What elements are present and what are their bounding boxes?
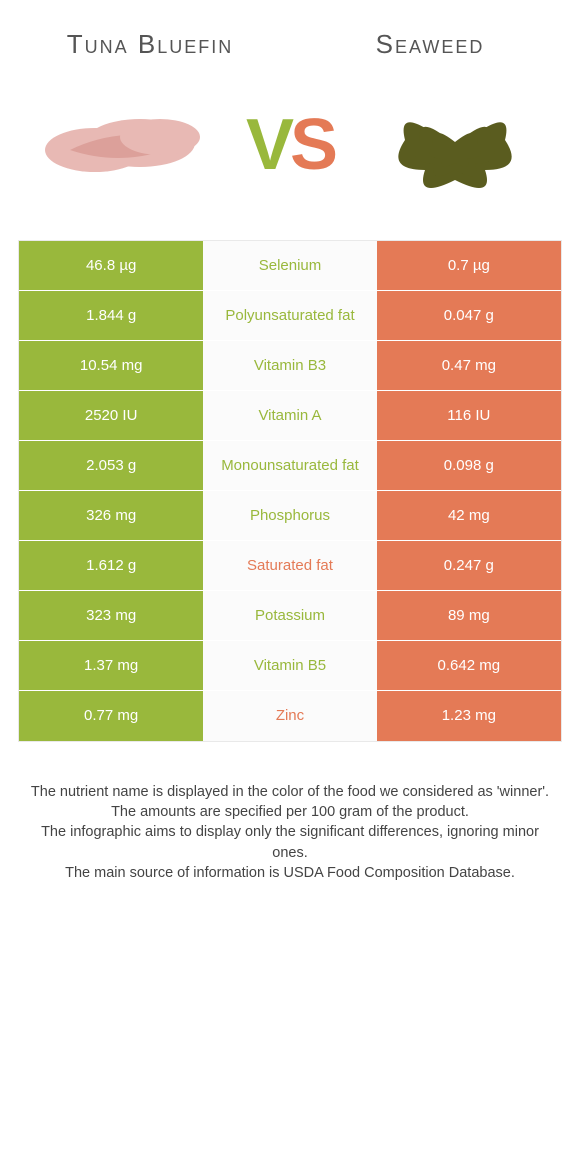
nutrient-name: Saturated fat (203, 541, 376, 590)
footer-line: The main source of information is USDA F… (28, 863, 552, 883)
header: Tuna Bluefin Seaweed (0, 0, 580, 70)
nutrient-row: 46.8 µgSelenium0.7 µg (19, 241, 561, 291)
nutrient-value-left: 1.612 g (19, 541, 203, 590)
nutrient-value-right: 0.7 µg (377, 241, 561, 290)
nutrient-value-left: 1.844 g (19, 291, 203, 340)
nutrient-value-right: 0.47 mg (377, 341, 561, 390)
nutrient-row: 1.37 mgVitamin B50.642 mg (19, 641, 561, 691)
nutrient-row: 2.053 gMonounsaturated fat0.098 g (19, 441, 561, 491)
seaweed-icon (370, 80, 540, 210)
nutrient-name: Vitamin B3 (203, 341, 376, 390)
nutrient-name: Selenium (203, 241, 376, 290)
nutrient-row: 0.77 mgZinc1.23 mg (19, 691, 561, 741)
vs-v: V (246, 105, 290, 185)
nutrient-name: Potassium (203, 591, 376, 640)
nutrient-row: 10.54 mgVitamin B30.47 mg (19, 341, 561, 391)
vs-label: VS (246, 104, 334, 186)
nutrient-value-left: 2.053 g (19, 441, 203, 490)
food-image-right (370, 80, 540, 210)
nutrient-name: Zinc (203, 691, 376, 741)
nutrient-value-left: 10.54 mg (19, 341, 203, 390)
images-row: VS (0, 70, 580, 230)
footer-line: The infographic aims to display only the… (28, 822, 552, 863)
nutrient-value-right: 0.047 g (377, 291, 561, 340)
nutrient-value-right: 0.642 mg (377, 641, 561, 690)
food-image-left (40, 80, 210, 210)
nutrient-name: Vitamin B5 (203, 641, 376, 690)
vs-s: S (290, 105, 334, 185)
nutrient-value-left: 46.8 µg (19, 241, 203, 290)
footer-line: The amounts are specified per 100 gram o… (28, 802, 552, 822)
food-title-right: Seaweed (330, 30, 530, 60)
nutrient-value-left: 323 mg (19, 591, 203, 640)
nutrient-row: 1.612 gSaturated fat0.247 g (19, 541, 561, 591)
nutrient-name: Phosphorus (203, 491, 376, 540)
nutrient-row: 1.844 gPolyunsaturated fat0.047 g (19, 291, 561, 341)
food-title-left: Tuna Bluefin (50, 30, 250, 60)
tuna-icon (40, 95, 210, 195)
nutrient-row: 2520 IUVitamin A116 IU (19, 391, 561, 441)
nutrient-name: Monounsaturated fat (203, 441, 376, 490)
footer-notes: The nutrient name is displayed in the co… (0, 742, 580, 883)
nutrient-value-left: 1.37 mg (19, 641, 203, 690)
nutrient-name: Vitamin A (203, 391, 376, 440)
nutrient-row: 326 mgPhosphorus42 mg (19, 491, 561, 541)
nutrient-value-left: 0.77 mg (19, 691, 203, 741)
nutrient-value-right: 42 mg (377, 491, 561, 540)
nutrient-row: 323 mgPotassium89 mg (19, 591, 561, 641)
nutrient-name: Polyunsaturated fat (203, 291, 376, 340)
footer-line: The nutrient name is displayed in the co… (28, 782, 552, 802)
nutrient-value-left: 2520 IU (19, 391, 203, 440)
nutrient-value-right: 116 IU (377, 391, 561, 440)
nutrient-value-right: 1.23 mg (377, 691, 561, 741)
nutrient-value-right: 0.247 g (377, 541, 561, 590)
nutrient-value-right: 89 mg (377, 591, 561, 640)
nutrient-value-left: 326 mg (19, 491, 203, 540)
nutrient-table: 46.8 µgSelenium0.7 µg1.844 gPolyunsatura… (18, 240, 562, 742)
nutrient-value-right: 0.098 g (377, 441, 561, 490)
